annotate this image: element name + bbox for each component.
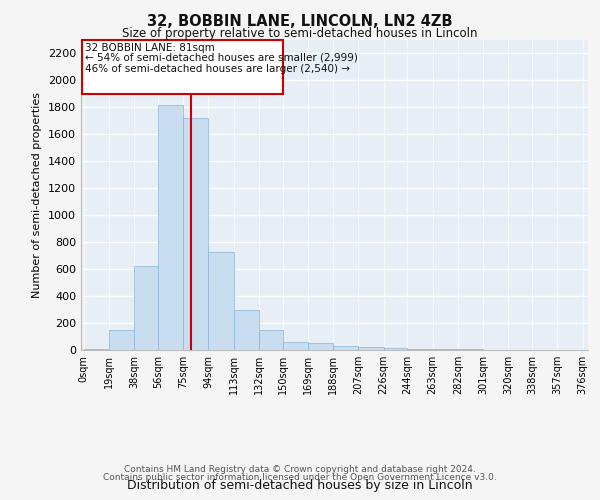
Bar (383, 348, 407, 350)
Bar (183, 118, 208, 350)
Text: Size of property relative to semi-detached houses in Lincoln: Size of property relative to semi-detach… (122, 28, 478, 40)
Bar (233, 310, 259, 350)
Text: 32 BOBBIN LANE: 81sqm: 32 BOBBIN LANE: 81sqm (85, 42, 215, 52)
Text: 32, BOBBIN LANE, LINCOLN, LN2 4ZB: 32, BOBBIN LANE, LINCOLN, LN2 4ZB (147, 14, 453, 28)
Text: Contains public sector information licensed under the Open Government Licence v3: Contains public sector information licen… (103, 473, 497, 482)
Text: Distribution of semi-detached houses by size in Lincoln: Distribution of semi-detached houses by … (127, 479, 473, 492)
Text: 46% of semi-detached houses are larger (2,540) →: 46% of semi-detached houses are larger (… (85, 64, 350, 74)
Bar (407, 348, 433, 350)
Bar (208, 252, 233, 350)
Y-axis label: Number of semi-detached properties: Number of semi-detached properties (32, 92, 43, 298)
Bar (158, 104, 183, 350)
Bar (134, 266, 158, 350)
Bar (283, 342, 308, 350)
Bar (259, 330, 283, 350)
Text: Contains HM Land Registry data © Crown copyright and database right 2024.: Contains HM Land Registry data © Crown c… (124, 465, 476, 474)
Bar (109, 330, 134, 350)
Bar (333, 346, 358, 350)
Bar (308, 344, 333, 350)
Text: ← 54% of semi-detached houses are smaller (2,999): ← 54% of semi-detached houses are smalle… (85, 53, 358, 63)
Bar (82, 40, 283, 94)
Bar (433, 349, 458, 350)
Bar (358, 348, 383, 350)
